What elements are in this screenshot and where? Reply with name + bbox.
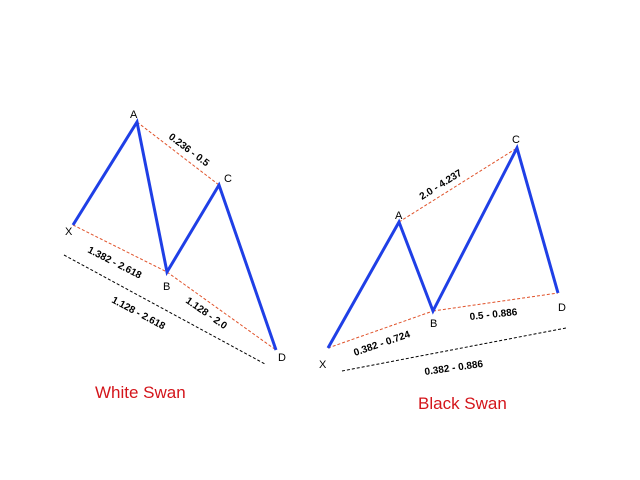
white-swan-point-d: D (278, 352, 286, 364)
black-swan-ac-ratio: 2.0 - 4.237 (418, 168, 465, 203)
black-swan-bd-ratio: 0.5 - 0.886 (469, 307, 518, 323)
black-swan-xb-ratio: 0.382 - 0.724 (352, 329, 412, 359)
white-swan-point-c: C (224, 173, 232, 185)
white-swan-title: White Swan (95, 383, 186, 402)
white-swan-ac-ratio: 0.236 - 0.5 (166, 132, 211, 170)
white-swan-point-x: X (65, 226, 73, 238)
white-swan-pattern: X A B C D 0.236 - 0.5 1.382 - 2.618 1.12… (63, 109, 286, 402)
black-swan-pattern: X A B C D 2.0 - 4.237 0.382 - 0.724 0.5 … (319, 134, 567, 413)
black-swan-point-b: B (430, 318, 437, 330)
white-swan-xb-ratio-line (72, 224, 168, 273)
white-swan-price-legs (71, 117, 278, 351)
black-swan-xd-ratio: 0.382 - 0.886 (424, 359, 484, 378)
white-swan-bd-ratio-line (166, 271, 277, 351)
black-swan-point-x: X (319, 359, 327, 371)
white-swan-point-a: A (130, 109, 138, 121)
white-swan-ac-ratio-line (136, 121, 220, 186)
black-swan-bd-ratio-line (432, 292, 559, 312)
black-swan-xb-ratio-line (327, 310, 434, 349)
white-swan-xb-ratio: 1.382 - 2.618 (86, 245, 144, 282)
white-swan-xd-ratio: 1.128 - 2.618 (110, 295, 168, 333)
black-swan-point-a: A (395, 210, 403, 222)
white-swan-xd-ratio-line (63, 254, 266, 365)
black-swan-ac-ratio-line (398, 147, 518, 223)
black-swan-point-d: D (558, 302, 566, 314)
black-swan-price-legs (326, 143, 560, 349)
black-swan-xd-ratio-line (341, 327, 567, 372)
black-swan-point-c: C (512, 134, 520, 146)
white-swan-point-b: B (163, 281, 170, 293)
black-swan-title: Black Swan (418, 394, 507, 413)
white-swan-bd-ratio: 1.128 - 2.0 (183, 295, 229, 332)
